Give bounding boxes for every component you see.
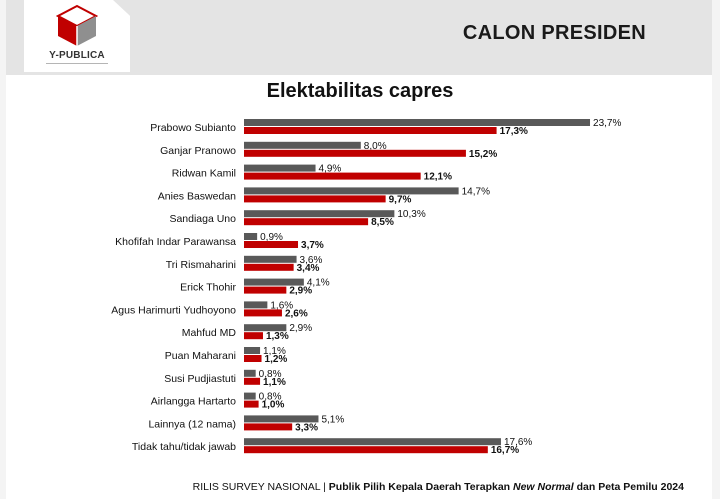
value-label-red: 8,5%: [371, 217, 394, 228]
bar-gray: [244, 392, 256, 400]
value-label-red: 16,7%: [491, 445, 519, 456]
category-label: Ganjar Pranowo: [160, 145, 236, 157]
value-label-red: 12,1%: [424, 172, 452, 183]
category-label: Airlangga Hartarto: [151, 396, 236, 408]
value-label-gray: 1,1%: [263, 346, 286, 357]
value-label-red: 3,7%: [301, 240, 324, 251]
value-label-gray: 1,6%: [270, 300, 293, 311]
value-label-gray: 2,9%: [289, 323, 312, 334]
value-label-gray: 3,6%: [300, 255, 323, 266]
footer-part1: Publik Pilih Kepala Daerah Terapkan: [328, 481, 513, 493]
bar-gray: [244, 187, 459, 195]
category-label: Erick Thohir: [180, 282, 236, 294]
category-label: Susi Pudjiastuti: [164, 373, 236, 385]
bar-red: [244, 286, 287, 294]
bar-red: [244, 309, 282, 317]
cube-logo-icon: [56, 4, 98, 46]
bar-red: [244, 241, 299, 248]
bar-red: [244, 423, 293, 431]
category-label: Agus Harimurti Yudhoyono: [111, 304, 236, 316]
logo-text: Y-PUBLICA: [49, 50, 105, 61]
value-label-red: 15,2%: [469, 149, 497, 160]
bar-red: [244, 149, 466, 157]
value-label-red: 2,6%: [285, 308, 308, 319]
footer-prefix: RILIS SURVEY NASIONAL |: [192, 481, 329, 493]
value-label-gray: 23,7%: [593, 118, 621, 129]
bar-gray: [244, 415, 319, 423]
bar-red: [244, 218, 369, 226]
value-label-red: 1,1%: [263, 377, 286, 388]
category-label: Lainnya (12 nama): [148, 418, 236, 430]
bar-gray: [244, 347, 261, 354]
bar-red: [244, 332, 263, 340]
bar-red: [244, 400, 259, 408]
logo: Y-PUBLICA: [24, 0, 130, 72]
footer: RILIS SURVEY NASIONAL | Publik Pilih Kep…: [193, 481, 684, 493]
logo-divider: [46, 63, 108, 64]
value-label-gray: 10,3%: [397, 209, 425, 220]
value-label-red: 17,3%: [500, 126, 528, 137]
category-label: Puan Maharani: [165, 350, 236, 362]
value-label-red: 1,0%: [262, 400, 285, 411]
value-label-red: 2,9%: [289, 286, 312, 297]
footer-italic: New Normal: [513, 481, 574, 493]
bar-gray: [244, 119, 591, 126]
bar-gray: [244, 369, 256, 377]
value-label-gray: 17,6%: [504, 437, 532, 448]
bar-red: [244, 127, 497, 134]
bar-gray: [244, 255, 297, 263]
bar-red: [244, 446, 488, 454]
bar-gray: [244, 324, 287, 332]
value-label-gray: 0,9%: [260, 232, 283, 243]
value-label-red: 1,3%: [266, 331, 289, 342]
bar-gray: [244, 210, 395, 218]
category-label: Sandiaga Uno: [169, 213, 236, 225]
bar-red: [244, 355, 262, 362]
value-label-red: 1,2%: [265, 354, 288, 365]
category-label: Tidak tahu/tidak jawab: [132, 441, 236, 453]
value-label-gray: 8,0%: [364, 141, 387, 152]
category-label: Ridwan Kamil: [172, 168, 236, 180]
bar-chart: Prabowo Subianto 23,7% 17,3% Ganjar Pranowo…: [111, 118, 621, 456]
category-label: Prabowo Subianto: [150, 122, 236, 134]
value-label-gray: 0,8%: [259, 392, 282, 403]
page-title: CALON PRESIDEN: [462, 22, 646, 44]
footer-part2: dan Peta Pemilu 2024: [573, 481, 684, 493]
bar-gray: [244, 438, 501, 446]
category-label: Anies Baswedan: [158, 190, 236, 202]
value-label-red: 3,3%: [295, 422, 318, 433]
value-label-gray: 5,1%: [321, 414, 344, 425]
bar-gray: [244, 233, 258, 240]
value-label-gray: 4,1%: [307, 278, 330, 289]
category-label: Tri Rismaharini: [166, 259, 236, 271]
slide: Y-PUBLICA CALON PRESIDEN: [6, 0, 712, 499]
value-label-gray: 0,8%: [259, 369, 282, 380]
bar-gray: [244, 278, 304, 286]
bar-gray: [244, 164, 316, 172]
bar-red: [244, 263, 294, 271]
value-label-red: 9,7%: [389, 194, 412, 205]
header-band: Y-PUBLICA CALON PRESIDEN: [6, 0, 712, 75]
bar-red: [244, 195, 386, 203]
bar-red: [244, 172, 421, 180]
value-label-gray: 14,7%: [462, 186, 490, 197]
bar-gray: [244, 141, 361, 149]
value-label-gray: 4,9%: [319, 164, 342, 175]
value-label-red: 3,4%: [297, 263, 320, 274]
chart-title: Elektabilitas capres: [266, 80, 454, 102]
bar-red: [244, 377, 261, 385]
category-label: Mahfud MD: [182, 327, 237, 339]
category-label: Khofifah Indar Parawansa: [115, 236, 236, 248]
bar-gray: [244, 301, 268, 309]
